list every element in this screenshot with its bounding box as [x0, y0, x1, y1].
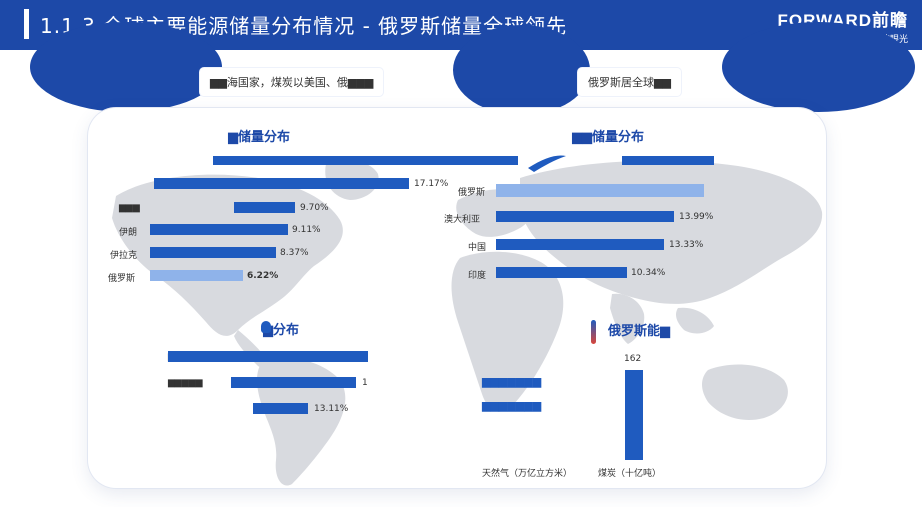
chart2-category-2: 中国	[468, 243, 487, 253]
chart4-bar-coal	[625, 370, 643, 460]
deco-swoosh	[528, 155, 566, 172]
chart2-category-1: 澳大利亚	[444, 215, 481, 225]
chart1-category-3: 伊拉克	[110, 251, 138, 261]
chart2-value-3: 10.34%	[631, 268, 666, 278]
chart1-bar-4-highlight	[150, 270, 243, 281]
content-card: ▆储量分布 ▆▆▆ 伊朗 伊拉克 俄罗斯 17.17% 9.70% 9.11% …	[88, 108, 826, 488]
chart1-category-4: 俄罗斯	[108, 274, 136, 284]
chart4-category-0: 天然气（万亿立方米）	[482, 469, 573, 479]
chart3-title: ▆分布	[263, 323, 299, 338]
map-australia	[702, 364, 788, 421]
chart1-value-2: 9.11%	[292, 225, 321, 235]
map-europe	[456, 189, 535, 237]
chart1-bar-1	[234, 202, 295, 213]
chart1-category-2: 伊朗	[119, 228, 138, 238]
chart2-title: ▆▆储量分布	[572, 130, 644, 145]
map-south-america	[257, 357, 346, 486]
chart4-category-1: 煤炭（十亿吨）	[598, 469, 662, 479]
chart4-value-1: 162	[624, 354, 642, 364]
map-southeast-asia	[676, 307, 714, 334]
chart4-thermometer-icon	[591, 320, 596, 344]
chart4-row-label-0: ▆▆▆▆▆▆▆	[482, 375, 542, 388]
deco-bar-1	[213, 156, 518, 165]
chart1-bar-3	[150, 247, 276, 258]
chart1-value-4: 6.22%	[247, 271, 279, 281]
chart1-bar-0	[154, 178, 409, 189]
map-asia	[520, 160, 823, 304]
chart3-bar-1	[231, 377, 356, 388]
chart1-category-1: ▆▆▆	[119, 203, 140, 213]
chart1-value-3: 8.37%	[280, 248, 309, 258]
map-africa	[451, 251, 564, 412]
chart3-value-2: 13.11%	[314, 404, 349, 414]
blob-right	[722, 22, 915, 112]
deco-bar-2	[622, 156, 714, 165]
chart4-row-label-1: ▆▆▆▆▆▆▆	[482, 399, 542, 412]
chart2-value-2: 13.33%	[669, 240, 704, 250]
intro-pill-left: ▆▆海国家，煤炭以美国、俄▆▆▆	[200, 68, 384, 96]
header-accent	[24, 9, 29, 39]
chart3-category-1: ▆▆▆▆▆	[168, 378, 203, 388]
chart3-gas-icon	[261, 321, 271, 333]
chart2-bar-3	[496, 267, 627, 278]
chart2-bar-2	[496, 239, 664, 250]
chart2-bar-1	[496, 211, 674, 222]
chart3-bar-2	[253, 403, 308, 414]
chart1-value-0: 17.17%	[414, 179, 449, 189]
chart3-bar-0	[168, 351, 368, 362]
blob-left	[30, 22, 222, 112]
chart2-bar-0-highlight	[496, 184, 704, 197]
chart4-title: 俄罗斯能▆	[608, 324, 670, 339]
chart3-value-1: 1	[362, 378, 368, 388]
chart2-category-3: 印度	[468, 271, 487, 281]
map-india	[610, 293, 645, 344]
chart2-value-1: 13.99%	[679, 212, 714, 222]
chart1-title: ▆储量分布	[228, 130, 290, 145]
world-map	[112, 155, 823, 486]
blob-middle	[453, 25, 590, 115]
chart2-category-0: 俄罗斯	[458, 188, 486, 198]
chart1-bar-2	[150, 224, 288, 235]
intro-pill-right: 俄罗斯居全球▆▆	[578, 68, 681, 96]
chart1-value-1: 9.70%	[300, 203, 329, 213]
